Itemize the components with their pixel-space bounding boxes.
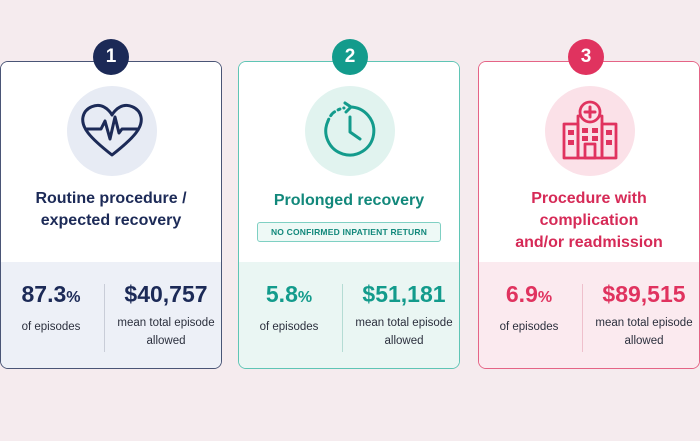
mean-cost-label: mean total episode allowed: [595, 317, 693, 347]
stat-divider: [342, 284, 343, 352]
stat-divider: [104, 284, 105, 352]
episode-share-stat: 87.3% of episodes: [1, 280, 101, 336]
episode-share-label: of episodes: [499, 321, 559, 333]
card-title: Routine procedure / expected recovery: [35, 190, 187, 229]
clock-icon: [305, 86, 395, 176]
card-header: Routine procedure / expected recovery: [1, 62, 221, 262]
mean-cost-value: $51,181: [362, 281, 446, 307]
card-prolonged-recovery: Prolonged recovery NO CONFIRMED INPATIEN…: [238, 61, 460, 369]
step-number-badge-1: 1: [93, 39, 129, 75]
mean-cost-stat: $89,515 mean total episode allowed: [587, 280, 699, 350]
episode-share-label: of episodes: [21, 321, 81, 333]
stat-divider: [582, 284, 583, 352]
mean-cost-label: mean total episode allowed: [117, 317, 215, 347]
card-stats: 5.8% of episodes $51,181 mean total epis…: [239, 262, 459, 368]
card-stats: 6.9% of episodes $89,515 mean total epis…: [479, 262, 699, 368]
mean-cost-stat: $40,757 mean total episode allowed: [109, 280, 221, 350]
no-inpatient-return-badge: NO CONFIRMED INPATIENT RETURN: [257, 222, 441, 242]
percent-sign: %: [297, 289, 313, 306]
step-number-badge-3: 3: [568, 39, 604, 75]
card-routine-procedure: Routine procedure / expected recovery 87…: [0, 61, 222, 369]
percent-sign: %: [66, 289, 81, 306]
heartbeat-icon: [67, 86, 157, 176]
mean-cost-label: mean total episode allowed: [355, 317, 453, 347]
card-stats: 87.3% of episodes $40,757 mean total epi…: [1, 262, 221, 368]
episode-share-value: 6.9: [505, 281, 538, 307]
card-header: Procedure with complication and/or readm…: [479, 62, 699, 262]
step-number-badge-2: 2: [332, 39, 368, 75]
percent-sign: %: [537, 289, 553, 306]
episode-share-stat: 5.8% of episodes: [239, 280, 339, 336]
mean-cost-value: $89,515: [602, 281, 686, 307]
episode-share-label: of episodes: [259, 321, 319, 333]
card-header: Prolonged recovery NO CONFIRMED INPATIEN…: [239, 62, 459, 262]
mean-cost-value: $40,757: [124, 281, 208, 307]
mean-cost-stat: $51,181 mean total episode allowed: [347, 280, 459, 350]
card-title: Procedure with complication and/or readm…: [515, 190, 663, 251]
episode-share-value: 87.3: [21, 281, 67, 307]
episode-share-stat: 6.9% of episodes: [479, 280, 579, 336]
hospital-icon: [545, 86, 635, 176]
card-title: Prolonged recovery: [273, 192, 425, 209]
card-complication-readmission: Procedure with complication and/or readm…: [478, 61, 700, 369]
episode-share-value: 5.8: [265, 281, 298, 307]
